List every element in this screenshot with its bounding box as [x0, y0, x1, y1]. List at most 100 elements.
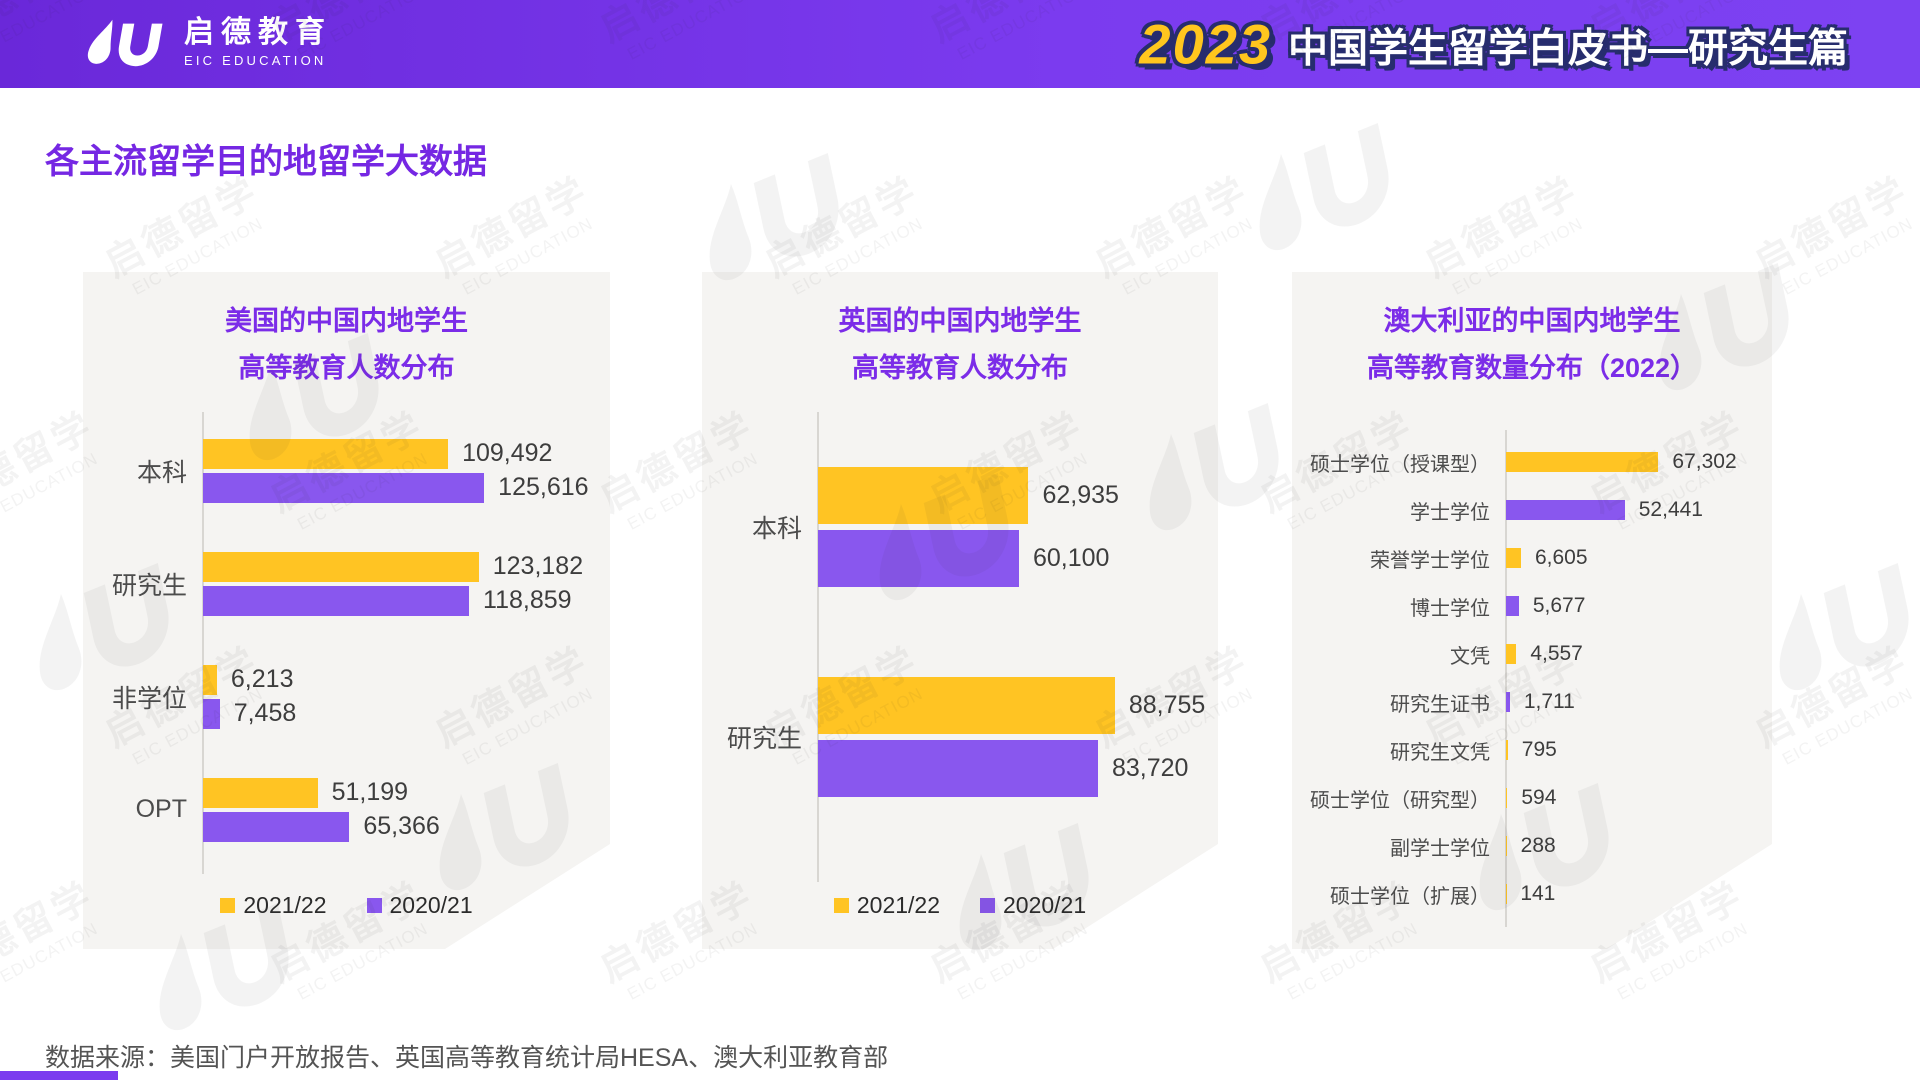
legend-item: 2021/22 [833, 892, 940, 919]
bar [203, 472, 485, 503]
bar-group: 62,935 60,100 [818, 464, 1218, 590]
bar-line: 6,213 [203, 664, 610, 695]
legend-swatch [980, 898, 995, 913]
value-label: 7,458 [233, 699, 297, 727]
value-label: 5,677 [1532, 594, 1586, 617]
eic-logo-icon [85, 19, 164, 67]
value-label: 6,605 [1534, 546, 1588, 569]
bar [1506, 596, 1519, 616]
value-label: 51,199 [331, 778, 409, 806]
australia-chart-title-line1: 澳大利亚的中国内地学生 [1383, 306, 1681, 336]
legend-swatch [833, 898, 849, 913]
legend-swatch [220, 898, 236, 913]
bar-line: 7,458 [203, 698, 610, 729]
page-title: 各主流留学目的地留学大数据 [45, 143, 487, 181]
category-label: 文凭 [1450, 645, 1490, 668]
value-label: 52,441 [1638, 498, 1703, 521]
bar [818, 740, 1098, 797]
bar [1506, 692, 1510, 712]
bar [818, 677, 1115, 734]
value-label: 118,859 [483, 586, 572, 614]
bar [203, 777, 318, 808]
category-label: 研究生文凭 [1390, 741, 1490, 764]
bar-line: 4,557 [1506, 642, 1772, 666]
bar-group: 51,199 65,366 [203, 776, 610, 844]
bar-group: 52,441 [1506, 498, 1772, 522]
category-label: 荣誉学士学位 [1370, 549, 1490, 572]
brand-name-cn: 启德教育 [184, 16, 332, 49]
bar-line: 594 [1506, 786, 1772, 810]
bar [203, 811, 350, 842]
category-label: 学士学位 [1410, 501, 1490, 524]
report-year: 2023 [1139, 12, 1272, 76]
australia-chart-panel: 澳大利亚的中国内地学生 高等教育数量分布（2022） 硕士学位（授课型） 67,3… [1292, 272, 1772, 949]
value-label: 125,616 [498, 473, 589, 501]
value-label: 83,720 [1111, 754, 1189, 782]
bar-group: 594 [1506, 786, 1772, 810]
bar [203, 664, 217, 695]
bar [818, 530, 1019, 587]
uk-chart-axis [817, 412, 819, 882]
bar-group: 795 [1506, 738, 1772, 762]
header-bar: 启德教育 EIC EDUCATION 2023 中国学生留学白皮书—研究生篇 [0, 0, 1920, 88]
report-title: 2023 中国学生留学白皮书—研究生篇 [1139, 12, 1848, 77]
uk-chart-title: 英国的中国内地学生 高等教育人数分布 [702, 298, 1218, 392]
bar-line: 52,441 [1506, 498, 1772, 522]
bar-line: 60,100 [818, 530, 1218, 587]
bar [1506, 500, 1625, 520]
us-chart-axis [202, 412, 204, 874]
category-label: 副学士学位 [1390, 837, 1490, 860]
bar-line: 51,199 [203, 777, 610, 808]
brand-name-en: EIC EDUCATION [184, 53, 327, 68]
bar-line: 123,182 [203, 551, 610, 582]
brand-logo: 启德教育 EIC EDUCATION [84, 10, 332, 76]
bar-line: 6,605 [1506, 546, 1772, 570]
bar-line: 62,935 [818, 467, 1218, 524]
us-chart-plot: 本科 109,492 125,616 研究生 123,182 118,859 非学位 6,21… [83, 414, 610, 866]
bar-line: 65,366 [203, 811, 610, 842]
chart-row: OPT 51,199 65,366 [83, 753, 610, 866]
bar-group: 4,557 [1506, 642, 1772, 666]
bar [203, 585, 470, 616]
category-label: 研究生 [111, 571, 187, 600]
value-label: 1,711 [1523, 690, 1575, 713]
data-source-note: 数据来源：美国门户开放报告、英国高等教育统计局HESA、澳大利亚教育部 [45, 1044, 889, 1072]
bar-line: 67,302 [1506, 450, 1772, 474]
bar-group: 123,182 118,859 [203, 550, 610, 618]
panel-corner-fold [1607, 844, 1772, 949]
value-label: 88,755 [1128, 691, 1206, 719]
category-label: 本科 [136, 458, 187, 487]
report-name: 中国学生留学白皮书—研究生篇 [1288, 26, 1848, 70]
watermark-cn: 启德留学 [1913, 404, 1920, 521]
bar [1506, 740, 1508, 760]
bar [1506, 788, 1508, 808]
chart-row: 荣誉学士学位 6,605 [1292, 534, 1772, 582]
value-label: 62,935 [1042, 481, 1119, 509]
category-label: OPT [135, 795, 187, 823]
us-chart-title-line2: 高等教育人数分布 [238, 353, 455, 383]
value-label: 67,302 [1672, 450, 1737, 473]
bar-group: 1,711 [1506, 690, 1772, 714]
bar-line: 795 [1506, 738, 1772, 762]
legend-item: 2021/22 [220, 892, 327, 919]
bar-line: 125,616 [203, 472, 610, 503]
bar-line: 109,492 [203, 438, 610, 469]
bar-group: 6,605 [1506, 546, 1772, 570]
us-chart-title: 美国的中国内地学生 高等教育人数分布 [83, 298, 610, 392]
bottom-accent-strip [0, 1071, 118, 1080]
chart-row: 学士学位 52,441 [1292, 486, 1772, 534]
value-label: 4,557 [1530, 642, 1583, 665]
category-label: 非学位 [111, 684, 187, 713]
legend-swatch [366, 898, 382, 913]
bar [1506, 548, 1521, 568]
uk-chart-title-line2: 高等教育人数分布 [852, 353, 1068, 383]
category-label: 硕士学位（授课型） [1310, 453, 1490, 476]
chart-row: 本科 62,935 60,100 [702, 422, 1218, 632]
value-label: 109,492 [462, 439, 553, 467]
chart-row: 研究生 123,182 118,859 [83, 527, 610, 640]
australia-chart-axis [1505, 430, 1507, 927]
legend-label: 2021/22 [243, 892, 327, 918]
australia-chart-title-line2: 高等教育数量分布（2022） [1366, 353, 1698, 383]
value-label: 6,213 [230, 665, 294, 693]
